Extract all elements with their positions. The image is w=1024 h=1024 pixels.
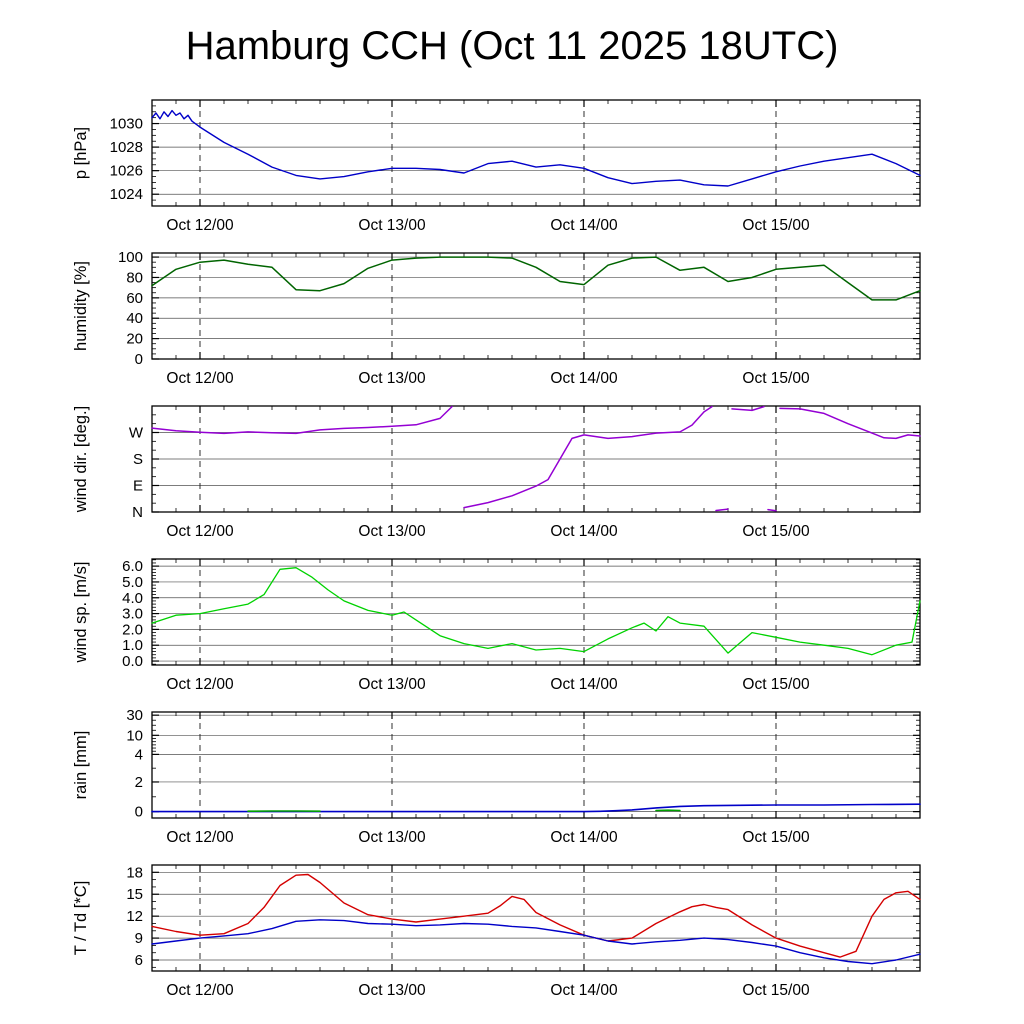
y-tick-label: 9 [135,930,143,947]
series-wind-direction [151,405,921,512]
x-tick-label: Oct 12/00 [166,982,234,999]
x-tick-label: Oct 15/00 [742,982,810,999]
x-tick-label: Oct 14/00 [550,829,618,846]
y-tick-label: 6.0 [122,558,143,575]
panel-border [151,558,921,666]
y-tick-label: 10 [126,727,143,744]
x-tick-label: Oct 14/00 [550,676,618,693]
y-tick-label: 1030 [110,116,143,133]
panel-wind-speed: 0.01.02.03.04.05.06.0 Oct 12/00 Oct 13/00 O… [72,558,921,693]
x-tick-label: Oct 15/00 [742,829,810,846]
series-dewpoint [151,919,921,965]
y-tick-label: 30 [126,707,143,724]
x-tick-label: Oct 15/00 [742,676,810,693]
x-tick-label: Oct 12/00 [166,217,234,234]
ylabel-temperature: T / Td [*C] [72,881,90,956]
x-tick-label: Oct 12/00 [166,829,234,846]
x-tick-label: Oct 15/00 [742,370,810,387]
y-tick-label: 1.0 [122,637,143,654]
x-tick-label: Oct 13/00 [358,829,426,846]
series-humidity [151,256,921,301]
y-tick-label: 20 [126,331,143,348]
y-tick-label: 12 [126,908,143,925]
panel-humidity: 0 20 40 60 80 100 Oct 12/00 Oct 13/00 Oct 14/00 O… [72,249,921,387]
x-tick-label: Oct 12/00 [166,523,234,540]
y-tick-label: 6 [135,952,143,969]
x-tick-label: Oct 12/00 [166,676,234,693]
panel-border [151,99,921,207]
panel-pressure: 1024 1026 1028 1030 Oct 12/00 Oct 13/00 Oct 14… [72,99,921,234]
x-tick-label: Oct 14/00 [550,370,618,387]
y-tick-label: 60 [126,290,143,307]
y-tick-label: 2 [135,774,143,791]
y-tick-label: 40 [126,310,143,327]
ylabel-wind-speed: wind sp. [m/s] [72,562,90,664]
x-tick-label: Oct 13/00 [358,676,426,693]
y-tick-label: N [132,504,143,521]
y-tick-label: 4.0 [122,590,143,607]
y-tick-label: 80 [126,269,143,286]
ylabel-wind-direction: wind dir. [deg.] [72,406,90,513]
series-temperature [151,873,921,958]
x-tick-label: Oct 14/00 [550,523,618,540]
x-tick-label: Oct 14/00 [550,217,618,234]
y-tick-label: S [133,451,143,468]
x-tick-label: Oct 13/00 [358,982,426,999]
panel-border [151,252,921,360]
y-tick-label: 5.0 [122,574,143,591]
x-tick-label: Oct 15/00 [742,217,810,234]
x-tick-label: Oct 13/00 [358,523,426,540]
series-wind-speed [151,567,921,656]
panel-border [151,711,921,819]
y-tick-label: 0 [135,804,143,821]
y-tick-label: 2.0 [122,621,143,638]
y-tick-label: 100 [118,249,143,266]
x-tick-label: Oct 13/00 [358,370,426,387]
x-tick-label: Oct 15/00 [742,523,810,540]
y-tick-label: E [133,478,143,495]
y-tick-label: 15 [126,886,143,903]
ylabel-humidity: humidity [%] [72,261,90,351]
chart-title: Hamburg CCH (Oct 11 2025 18UTC) [185,24,839,68]
y-tick-label: W [129,425,144,442]
y-tick-label: 3.0 [122,606,143,623]
panel-border [151,864,921,972]
y-tick-label: 18 [126,864,143,881]
series-rain-intensity [247,809,681,812]
y-tick-label: 1028 [110,139,143,156]
y-tick-label: 1026 [110,163,143,180]
x-tick-label: Oct 13/00 [358,217,426,234]
ylabel-pressure: p [hPa] [72,127,90,179]
panel-rain: 0 2 4 10 30 Oct 12/00 Oct 13/00 Oct 14/00 Oct 15… [72,707,921,846]
panel-border [151,405,921,513]
panel-temperature: 6 9 12 15 18 Oct 12/00 Oct 13/00 Oct 14/00 Oct 1… [72,864,921,999]
x-tick-label: Oct 12/00 [166,370,234,387]
y-tick-label: 0 [135,351,143,368]
y-tick-label: 4 [135,746,143,763]
ylabel-rain: rain [mm] [72,731,90,800]
series-pressure [151,109,921,187]
x-tick-label: Oct 14/00 [550,982,618,999]
y-tick-label: 0.0 [122,653,143,670]
y-tick-label: 1024 [110,186,143,203]
